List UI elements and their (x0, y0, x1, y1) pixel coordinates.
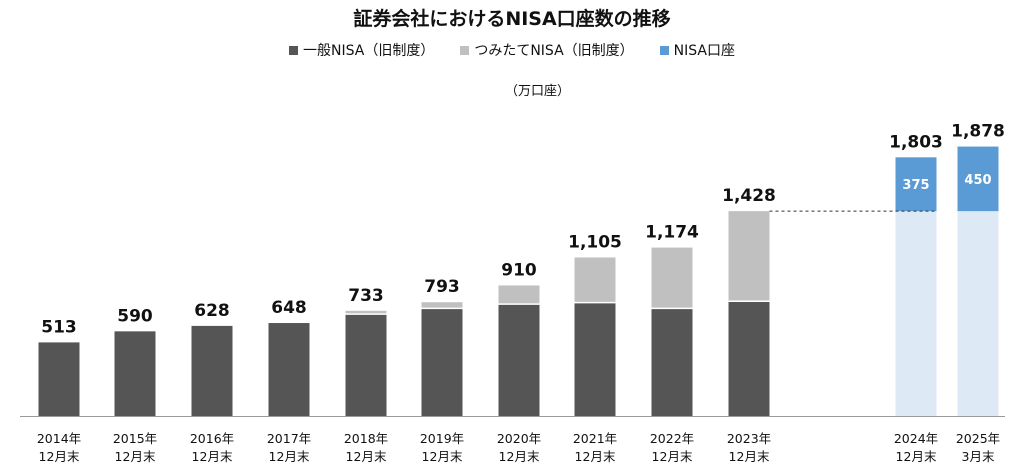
legend-label-nisa: NISA口座 (673, 43, 735, 59)
total-label-2: 628 (194, 301, 230, 321)
bar-tsumitate-8 (651, 247, 693, 309)
bar-general-8 (651, 308, 693, 416)
x-tick-label-11-year: 2025年 (956, 431, 1000, 446)
bar-carryover-10 (895, 211, 937, 416)
total-label-9: 1,428 (722, 186, 776, 206)
legend-item-nisa: NISA口座 (659, 40, 735, 60)
legend-label-general: 一般NISA（旧制度） (303, 43, 435, 59)
bar-tsumitate-4 (345, 310, 387, 315)
x-tick-label-0-year: 2014年 (37, 431, 81, 446)
x-tick-label-8-year: 2022年 (650, 431, 694, 446)
bar-general-5 (421, 308, 463, 416)
bar-general-1 (114, 331, 156, 416)
bar-general-0 (38, 342, 80, 416)
x-tick-label-2-year: 2016年 (190, 431, 234, 446)
x-tick-label-11-month: 3月末 (962, 449, 995, 464)
x-tick-label-4-year: 2018年 (344, 431, 388, 446)
legend-swatch-nisa (659, 45, 669, 55)
bar-general-7 (574, 302, 616, 416)
x-tick-label-1-month: 12月末 (115, 449, 156, 464)
bar-general-3 (268, 323, 310, 416)
bar-carryover-11 (957, 211, 999, 416)
x-tick-label-4-month: 12月末 (346, 449, 387, 464)
total-label-11: 1,878 (951, 122, 1005, 142)
bar-tsumitate-5 (421, 302, 463, 309)
bar-general-4 (345, 314, 387, 416)
bar-general-6 (498, 304, 540, 416)
total-label-1: 590 (117, 306, 153, 326)
bar-tsumitate-7 (574, 257, 616, 303)
bar-nisa-label-10: 375 (902, 178, 929, 193)
total-label-5: 793 (424, 277, 460, 297)
total-label-0: 513 (41, 317, 77, 337)
total-label-8: 1,174 (645, 223, 699, 243)
x-tick-label-9-month: 12月末 (729, 449, 770, 464)
unit-label: （万口座） (505, 84, 571, 99)
chart-title: 証券会社におけるNISA口座数の推移 (353, 8, 671, 30)
x-tick-label-3-month: 12月末 (269, 449, 310, 464)
bar-tsumitate-9 (728, 211, 770, 302)
x-tick-label-7-year: 2021年 (573, 431, 617, 446)
total-label-10: 1,803 (889, 132, 943, 152)
bar-nisa-label-11: 450 (964, 173, 991, 188)
x-tick-label-10-month: 12月末 (896, 449, 937, 464)
legend-item-general: 一般NISA（旧制度） (289, 40, 434, 60)
x-tick-label-8-month: 12月末 (652, 449, 693, 464)
total-label-6: 910 (501, 260, 537, 280)
x-tick-label-3-year: 2017年 (267, 431, 311, 446)
x-tick-label-5-year: 2019年 (420, 431, 464, 446)
legend-label-tsumitate: つみたてNISA（旧制度） (474, 43, 634, 59)
bar-general-2 (191, 325, 233, 416)
legend-item-tsumitate: つみたてNISA（旧制度） (460, 40, 634, 60)
total-label-4: 733 (348, 286, 384, 306)
legend-swatch-general (289, 45, 298, 55)
x-tick-label-6-year: 2020年 (497, 431, 541, 446)
chart-legend: 一般NISA（旧制度） つみたてNISA（旧制度） NISA口座 (0, 40, 1024, 60)
x-tick-label-5-month: 12月末 (422, 449, 463, 464)
bar-tsumitate-6 (498, 285, 540, 305)
bar-general-9 (728, 301, 770, 416)
total-label-3: 648 (271, 298, 307, 318)
x-tick-label-1-year: 2015年 (113, 431, 157, 446)
x-tick-label-7-month: 12月末 (575, 449, 616, 464)
legend-swatch-tsumitate (460, 45, 470, 55)
x-tick-label-2-month: 12月末 (192, 449, 233, 464)
bar-nisa-10 (895, 157, 937, 212)
x-tick-label-10-year: 2024年 (894, 431, 938, 446)
x-tick-label-0-month: 12月末 (39, 449, 80, 464)
x-tick-label-9-year: 2023年 (727, 431, 771, 446)
bar-nisa-11 (957, 146, 999, 212)
x-tick-label-6-month: 12月末 (499, 449, 540, 464)
total-label-7: 1,105 (568, 232, 622, 252)
